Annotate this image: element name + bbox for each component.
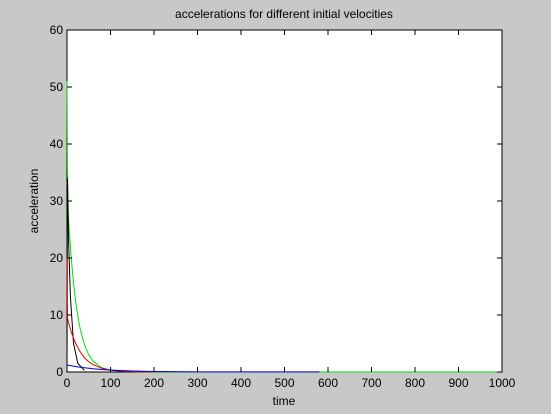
x-tick-label: 500 (274, 376, 294, 390)
chart-title: accelerations for different initial velo… (175, 7, 393, 21)
x-tick-label: 0 (64, 376, 71, 390)
x-tick-label: 600 (318, 376, 338, 390)
x-tick-label: 200 (144, 376, 164, 390)
x-tick-label: 900 (448, 376, 468, 390)
x-tick-label: 300 (187, 376, 207, 390)
x-tick-label: 100 (100, 376, 120, 390)
y-tick-label: 20 (50, 251, 64, 265)
y-tick-label: 50 (50, 80, 64, 94)
y-tick-label: 10 (50, 308, 64, 322)
y-tick-label: 0 (56, 365, 63, 379)
y-tick-label: 30 (50, 194, 64, 208)
y-tick-label: 40 (50, 137, 64, 151)
y-axis-label: acceleration (27, 169, 41, 234)
series-line-2 (66, 178, 85, 373)
series-line-4 (66, 364, 320, 373)
ticks-layer: 0 100 200 300 400 500 600 700 800 900 1000 0 10 20 30 4… (50, 23, 516, 390)
y-tick-label: 60 (50, 23, 64, 37)
series-layer (66, 81, 502, 373)
series-line-1 (66, 81, 502, 373)
plot-area (66, 29, 503, 373)
x-tick-label: 1000 (489, 376, 516, 390)
x-tick-label: 400 (231, 376, 251, 390)
x-axis-label: time (273, 394, 296, 408)
x-tick-label: 700 (361, 376, 381, 390)
x-tick-label: 800 (405, 376, 425, 390)
